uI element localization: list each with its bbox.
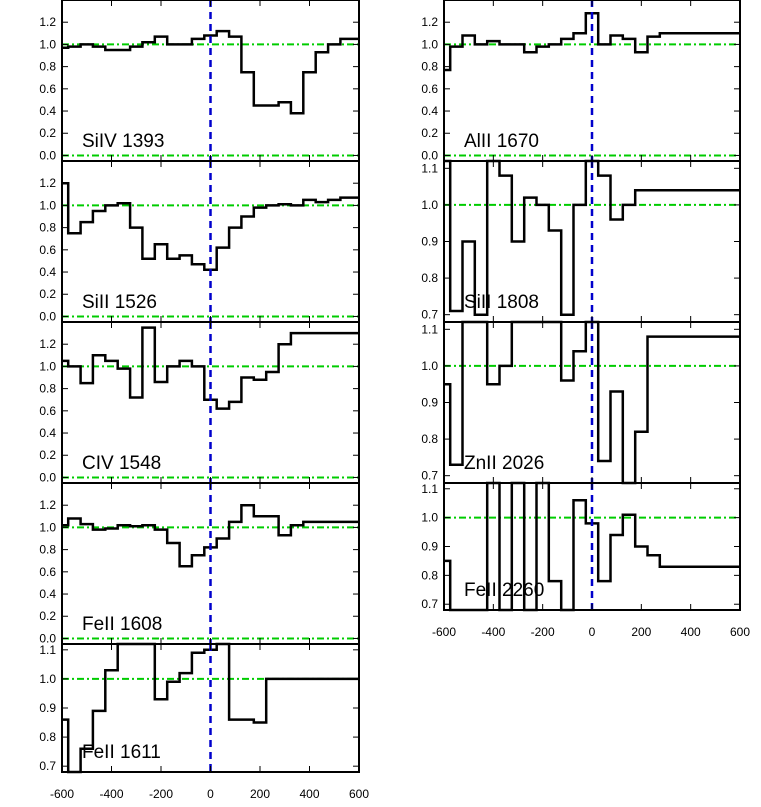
y-tick-label: 0.9 [421, 540, 438, 554]
y-tick-label: 1.0 [421, 359, 438, 373]
y-tick-label: 0.0 [39, 148, 56, 162]
y-tick-label: 0.7 [421, 597, 438, 611]
y-tick-label: 0.8 [39, 221, 56, 235]
x-tick-label: 0 [207, 787, 214, 801]
spectrum-line [62, 642, 359, 774]
y-tick-label: 1.1 [421, 161, 438, 175]
y-tick-label: 1.2 [39, 176, 56, 190]
spectrum-line [444, 159, 740, 316]
y-tick-label: 0.2 [39, 609, 56, 623]
x-tick-label: -600 [432, 625, 456, 639]
y-tick-label: 1.0 [39, 520, 56, 534]
y-tick-label: 0.6 [39, 565, 56, 579]
spectrum-line [62, 29, 359, 115]
y-tick-label: 1.0 [421, 37, 438, 51]
x-tick-label: 400 [681, 625, 701, 639]
panel-label: FeII 2260 [464, 580, 544, 601]
x-tick-label: 200 [631, 625, 651, 639]
y-tick-label: 1.0 [39, 37, 56, 51]
y-tick-label: 0.7 [421, 469, 438, 483]
panel-7: 0.7 0.8 0.9 1.0 1.1 SiII 1808 [421, 159, 741, 323]
y-tick-label: 1.2 [39, 337, 56, 351]
y-tick-label: 0.7 [39, 759, 56, 773]
panel-9: 0.7 0.8 0.9 1.0 1.1 FeII 2260 [421, 481, 741, 612]
y-tick-label: 0.6 [39, 243, 56, 257]
y-tick-label: 1.1 [39, 643, 56, 657]
y-tick-label: 1.2 [39, 15, 56, 29]
y-tick-label: 1.1 [421, 322, 438, 336]
y-tick-label: 1.0 [39, 198, 56, 212]
y-tick-label: 0.9 [421, 396, 438, 410]
spectrum-line [444, 12, 740, 72]
panel-2: 0.0 0.2 0.4 0.6 0.8 1.0 1.2 SiII 1526 [39, 160, 360, 323]
x-tick-label: 600 [730, 625, 750, 639]
y-tick-label: 0.8 [39, 543, 56, 557]
spectrum-line [444, 320, 740, 485]
y-tick-label: 1.2 [39, 498, 56, 512]
panel-label: CIV 1548 [82, 453, 161, 474]
spectrum-line [62, 181, 359, 272]
y-tick-label: 0.2 [39, 448, 56, 462]
x-tick-label: -200 [531, 625, 555, 639]
panel-5: 0.7 0.8 0.9 1.0 1.1 FeII 1611 [39, 642, 360, 774]
y-tick-label: 0.8 [421, 60, 438, 74]
panel-4: 0.0 0.2 0.4 0.6 0.8 1.0 1.2 FeII 1608 [39, 482, 360, 645]
y-tick-label: 0.8 [39, 60, 56, 74]
panel-label: SiII 1526 [82, 292, 157, 313]
y-tick-label: 0.2 [39, 126, 56, 140]
panel-label: ZnII 2026 [464, 453, 544, 474]
y-tick-label: 0.4 [39, 265, 56, 279]
y-tick-label: 1.0 [421, 511, 438, 525]
panel-label: AlII 1670 [464, 131, 539, 152]
x-tick-label: -600 [50, 787, 74, 801]
x-tick-label: 0 [589, 625, 596, 639]
x-tick-label: -200 [149, 787, 173, 801]
y-tick-label: 0.8 [421, 568, 438, 582]
x-tick-label: -400 [481, 625, 505, 639]
x-tick-label: -400 [99, 787, 123, 801]
y-tick-label: 0.0 [39, 631, 56, 645]
y-tick-label: 0.4 [39, 587, 56, 601]
y-tick-label: 0.7 [421, 308, 438, 322]
y-tick-label: 0.6 [39, 82, 56, 96]
y-tick-label: 0.0 [39, 470, 56, 484]
y-tick-label: 1.1 [421, 482, 438, 496]
y-tick-label: 0.9 [421, 235, 438, 249]
y-tick-label: 0.4 [39, 426, 56, 440]
panel-label: SiIV 1393 [82, 131, 164, 152]
y-tick-label: 1.0 [39, 672, 56, 686]
y-tick-label: 0.6 [39, 404, 56, 418]
y-tick-label: 0.0 [39, 309, 56, 323]
panel-6: 0.0 0.2 0.4 0.6 0.8 1.0 1.2 AlII 1670 [421, 0, 741, 162]
spectrum-line [62, 503, 359, 568]
y-tick-label: 0.4 [39, 104, 56, 118]
panel-3: 0.0 0.2 0.4 0.6 0.8 1.0 1.2 CIV 1548 [39, 321, 360, 484]
y-tick-label: 0.8 [39, 730, 56, 744]
x-tick-label: 600 [349, 787, 369, 801]
panel-label: FeII 1608 [82, 614, 162, 635]
panel-8: 0.7 0.8 0.9 1.0 1.1 ZnII 2026 [421, 320, 741, 485]
y-tick-label: 0.8 [421, 432, 438, 446]
x-tick-label: 400 [299, 787, 319, 801]
panel-label: SiII 1808 [464, 292, 539, 313]
y-tick-label: 1.0 [39, 359, 56, 373]
x-tick-label: 200 [250, 787, 270, 801]
spectrum-line [62, 326, 359, 410]
y-tick-label: 0.4 [421, 104, 438, 118]
y-tick-label: 0.9 [39, 701, 56, 715]
panel-1: 0.0 0.2 0.4 0.6 0.8 1.0 1.2 SiIV 1393 [39, 0, 360, 162]
y-tick-label: 0.2 [39, 287, 56, 301]
y-tick-label: 1.2 [421, 15, 438, 29]
y-tick-label: 0.6 [421, 82, 438, 96]
panel-label: FeII 1611 [82, 742, 161, 763]
y-tick-label: 0.2 [421, 126, 438, 140]
y-tick-label: 0.0 [421, 148, 438, 162]
y-tick-label: 0.8 [39, 382, 56, 396]
y-tick-label: 1.0 [421, 198, 438, 212]
y-tick-label: 0.8 [421, 271, 438, 285]
